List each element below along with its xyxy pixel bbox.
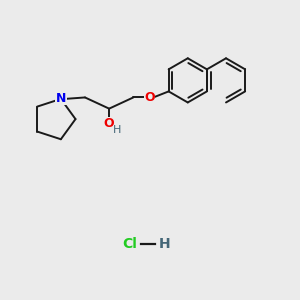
Text: Cl: Cl — [122, 237, 137, 251]
Text: O: O — [103, 117, 114, 130]
Text: N: N — [56, 92, 66, 105]
Text: H: H — [113, 125, 122, 135]
Text: O: O — [144, 91, 155, 104]
Text: H: H — [158, 237, 170, 251]
